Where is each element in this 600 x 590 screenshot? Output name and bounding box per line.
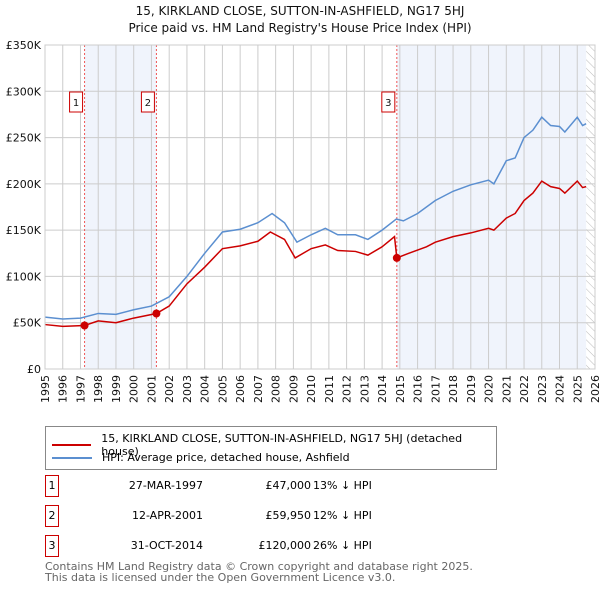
legend-label-property: 15, KIRKLAND CLOSE, SUTTON-IN-ASHFIELD, … xyxy=(101,432,463,458)
y-tick-label: £350K xyxy=(6,39,42,52)
plot-area: 1995 1996 1997 1998 1999 2000 2001 2002 2003 2004… xyxy=(6,39,600,403)
x-tick-label: 2012 xyxy=(341,375,354,403)
y-tick-label: £300K xyxy=(6,85,42,98)
x-tick-label: 2010 xyxy=(305,375,318,403)
y-tick-label: £150K xyxy=(6,224,42,237)
chart-title: 15, KIRKLAND CLOSE, SUTTON-IN-ASHFIELD, … xyxy=(135,4,465,18)
sale-row: 3 31-OCT-2014 £120,000 26% ↓ HPI xyxy=(45,535,445,557)
sale-label-box xyxy=(69,91,84,113)
x-tick-label: 2026 xyxy=(589,375,600,403)
x-tick-label: 2025 xyxy=(571,375,584,403)
sale-hpi: 26% ↓ HPI xyxy=(313,539,372,552)
sale-label-num: 3 xyxy=(385,98,391,109)
x-tick-label: 2022 xyxy=(518,375,531,403)
sale-date: 12-APR-2001 xyxy=(131,509,203,522)
x-tick-label: 1995 xyxy=(39,375,52,403)
x-tick-label: 2002 xyxy=(163,375,176,403)
x-tick-label: 1997 xyxy=(74,375,87,403)
sale-price: £59,950 xyxy=(265,509,312,522)
x-tick-label: 1999 xyxy=(110,375,123,403)
sale-hpi: 12% ↓ HPI xyxy=(313,509,372,522)
x-tick-label: 2006 xyxy=(234,375,247,403)
y-tick-label: £200K xyxy=(6,178,42,191)
x-tick-label: 2023 xyxy=(536,375,549,403)
legend-red-line xyxy=(52,444,92,446)
sale-marker-num: 1 xyxy=(45,475,59,497)
sale-date: 27-MAR-1997 xyxy=(128,479,203,492)
x-tick-label: 2008 xyxy=(270,375,283,403)
sale-point xyxy=(80,321,89,330)
x-tick-label: 2011 xyxy=(323,375,336,403)
sale-point xyxy=(392,253,401,262)
x-tick-label: 1996 xyxy=(57,375,70,403)
sale-label-num: 2 xyxy=(145,98,151,109)
x-tick-label: 2017 xyxy=(429,375,442,403)
sale-price: £120,000 xyxy=(258,539,312,552)
x-tick-label: 2003 xyxy=(181,375,194,403)
sale-label-num: 1 xyxy=(73,98,79,109)
x-tick-label: 2024 xyxy=(554,375,567,403)
sale-label-box xyxy=(140,91,155,113)
x-tick-label: 2013 xyxy=(358,375,371,403)
x-tick-label: 2020 xyxy=(483,375,496,403)
x-tick-label: 1998 xyxy=(92,375,105,403)
x-tick-label: 2004 xyxy=(199,375,212,403)
x-tick-label: 2015 xyxy=(394,375,407,403)
x-tick-label: 2007 xyxy=(252,375,265,403)
legend: 15, KIRKLAND CLOSE, SUTTON-IN-ASHFIELD, … xyxy=(45,426,497,470)
sale-marker-num: 3 xyxy=(45,535,59,557)
legend-blue-line xyxy=(52,456,92,459)
y-tick-label: £50K xyxy=(13,317,42,330)
shaded-region xyxy=(396,45,587,369)
footer-licence: This data is licensed under the Open Gov… xyxy=(45,571,396,584)
sale-row: 2 12-APR-2001 £59,950 12% ↓ HPI xyxy=(45,505,445,527)
chart-subtitle: Price paid vs. HM Land Registry's House … xyxy=(128,21,472,35)
x-tick-label: 2005 xyxy=(216,375,229,403)
sale-marker-num: 2 xyxy=(45,505,59,527)
x-tick-label: 2014 xyxy=(376,375,389,403)
x-tick-label: 2009 xyxy=(287,375,300,403)
x-tick-label: 2016 xyxy=(412,375,425,403)
y-tick-label: £0 xyxy=(27,363,41,376)
x-tick-label: 2021 xyxy=(500,375,513,403)
x-tick-label: 2018 xyxy=(447,375,460,403)
series-line xyxy=(44,179,587,328)
sale-row: 1 27-MAR-1997 £47,000 13% ↓ HPI xyxy=(45,475,445,497)
x-tick-label: 2000 xyxy=(128,375,141,403)
y-tick-label: £250K xyxy=(6,132,42,145)
sale-date: 31-OCT-2014 xyxy=(130,539,203,552)
plot-border xyxy=(44,44,596,370)
forecast-hatch xyxy=(586,45,595,369)
x-tick-label: 2001 xyxy=(145,375,158,403)
series-line xyxy=(44,115,587,320)
x-tick-label: 2019 xyxy=(465,375,478,403)
sale-hpi: 13% ↓ HPI xyxy=(313,479,372,492)
sale-label-box xyxy=(381,91,396,113)
legend-label-hpi: HPI: Average price, detached house, Ashf… xyxy=(102,451,350,464)
footer-copyright: Contains HM Land Registry data © Crown c… xyxy=(45,560,473,573)
y-tick-label: £100K xyxy=(6,270,42,283)
sale-price: £47,000 xyxy=(265,479,312,492)
sale-point xyxy=(152,309,161,318)
